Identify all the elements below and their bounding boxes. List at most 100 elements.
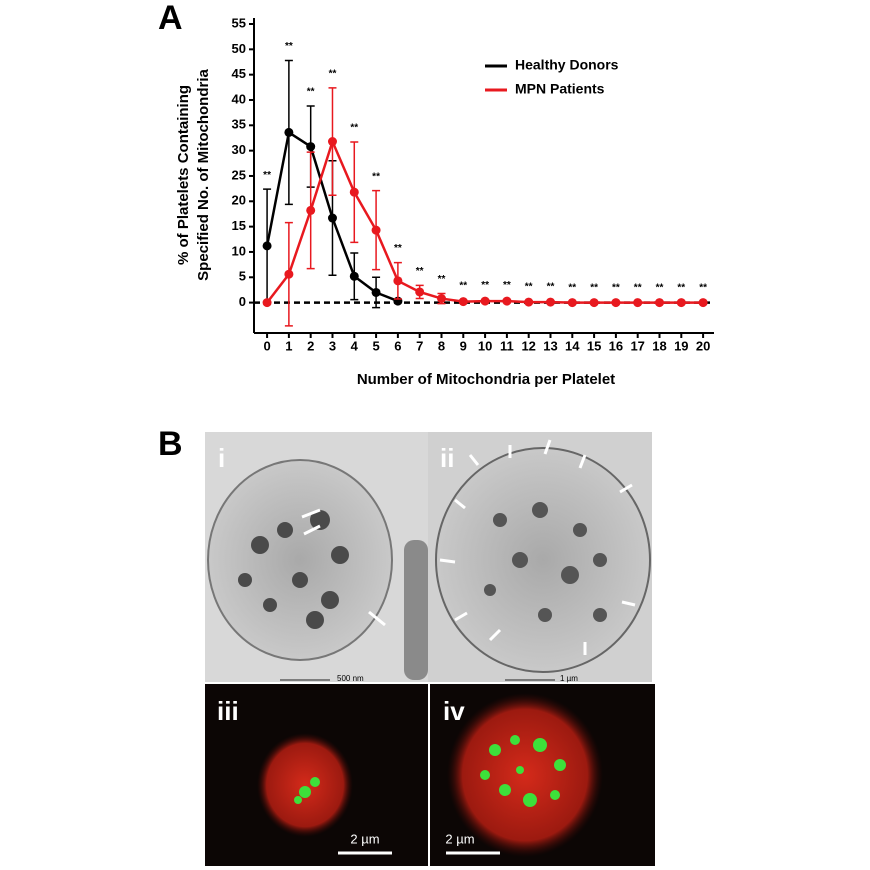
x-tick-label: 10 [478,338,492,353]
data-point [633,298,643,308]
mitochondria-stain [480,735,566,807]
platelet-stain [257,733,353,837]
granules [238,510,349,629]
platelet [207,459,393,661]
y-tick-label: 30 [232,142,246,157]
significance-label: ** [590,283,598,294]
legend-label: Healthy Donors [515,57,619,73]
platelet [435,447,651,673]
x-tick-label: 13 [543,338,557,353]
data-point [567,298,577,308]
y-tick-label: 25 [232,167,246,182]
x-tick-label: 6 [394,338,401,353]
x-tick-label: 17 [630,338,644,353]
significance-label: ** [656,283,664,294]
x-tick-label: 19 [674,338,688,353]
x-tick-label: 20 [696,338,710,353]
x-tick-label: 4 [351,338,359,353]
significance-label: ** [329,68,337,79]
significance-label: ** [285,41,293,52]
data-point [284,269,294,279]
x-tick-label: 1 [285,338,292,353]
x-tick-label: 5 [372,338,379,353]
data-point [611,298,621,308]
data-point [545,297,555,307]
data-point [349,271,359,281]
significance-label: ** [634,283,642,294]
platelet-stain [447,693,603,857]
x-tick-label: 11 [500,338,514,353]
data-point [654,298,664,308]
data-point [371,225,381,235]
y-tick-label: 0 [239,294,246,309]
significance-label: ** [459,281,467,292]
x-tick-label: 16 [609,338,623,353]
y-axis-title: % of Platelets Containing [175,85,192,265]
chart: A Number of Mitochondria per Platelet % … [158,0,714,388]
data-point [676,298,686,308]
x-tick-label: 18 [652,338,666,353]
data-point [436,294,446,304]
data-point [327,137,337,147]
image-label: iv [443,696,465,726]
x-tick-label: 9 [460,338,467,353]
data-point [262,241,272,251]
granules [484,502,607,622]
y-tick-label: 40 [232,91,246,106]
y-tick-label: 50 [232,41,246,56]
significance-label: ** [568,283,576,294]
data-point [327,213,337,223]
mitochondria-stain [294,777,320,804]
significance-label: ** [547,282,555,293]
data-point [415,287,425,297]
data-point [306,205,316,215]
scale-label: 2 µm [350,831,379,846]
data-point [371,287,381,297]
image-label: ii [440,443,454,473]
y-tick-label: 15 [232,218,246,233]
y-tick-label: 10 [232,243,246,258]
scale-label: 2 µm [445,831,474,846]
y-axis-title: Specified No. of Mitochondria [195,69,212,281]
image-panels: B i 500 nm ii 1 µm iii 2 µm iv 2 µm [158,430,655,866]
significance-label: ** [699,283,707,294]
significance-label: ** [503,280,511,291]
data-point [502,296,512,306]
cell-edge [404,540,428,680]
data-point [480,296,490,306]
panel-label: A [158,0,183,37]
significance-label: ** [525,282,533,293]
image-label: i [218,443,225,473]
significance-label: ** [263,170,271,181]
y-tick-label: 45 [232,66,246,81]
scale-label: 1 µm [560,674,578,683]
significance-label: ** [350,123,358,134]
x-tick-label: 7 [416,338,423,353]
significance-label: ** [438,274,446,285]
y-tick-label: 55 [232,15,246,30]
y-tick-label: 35 [232,117,246,132]
data-point [458,297,468,307]
scale-label: 500 nm [337,674,364,683]
data-point [589,298,599,308]
data-point [262,298,272,308]
panel-label: B [158,430,183,463]
x-tick-label: 14 [565,338,580,353]
y-tick-label: 20 [232,193,246,208]
x-tick-label: 12 [521,338,535,353]
data-point [306,142,316,152]
significance-label: ** [612,283,620,294]
significance-label: ** [416,266,424,277]
arrows [439,439,636,655]
data-point [393,276,403,286]
data-point [524,297,534,307]
image-label: iii [217,696,239,726]
data-point [349,187,359,197]
y-tick-label: 5 [239,269,246,284]
significance-label: ** [481,280,489,291]
x-tick-label: 3 [329,338,336,353]
x-tick-label: 2 [307,338,314,353]
significance-label: ** [372,171,380,182]
x-tick-label: 0 [263,338,270,353]
